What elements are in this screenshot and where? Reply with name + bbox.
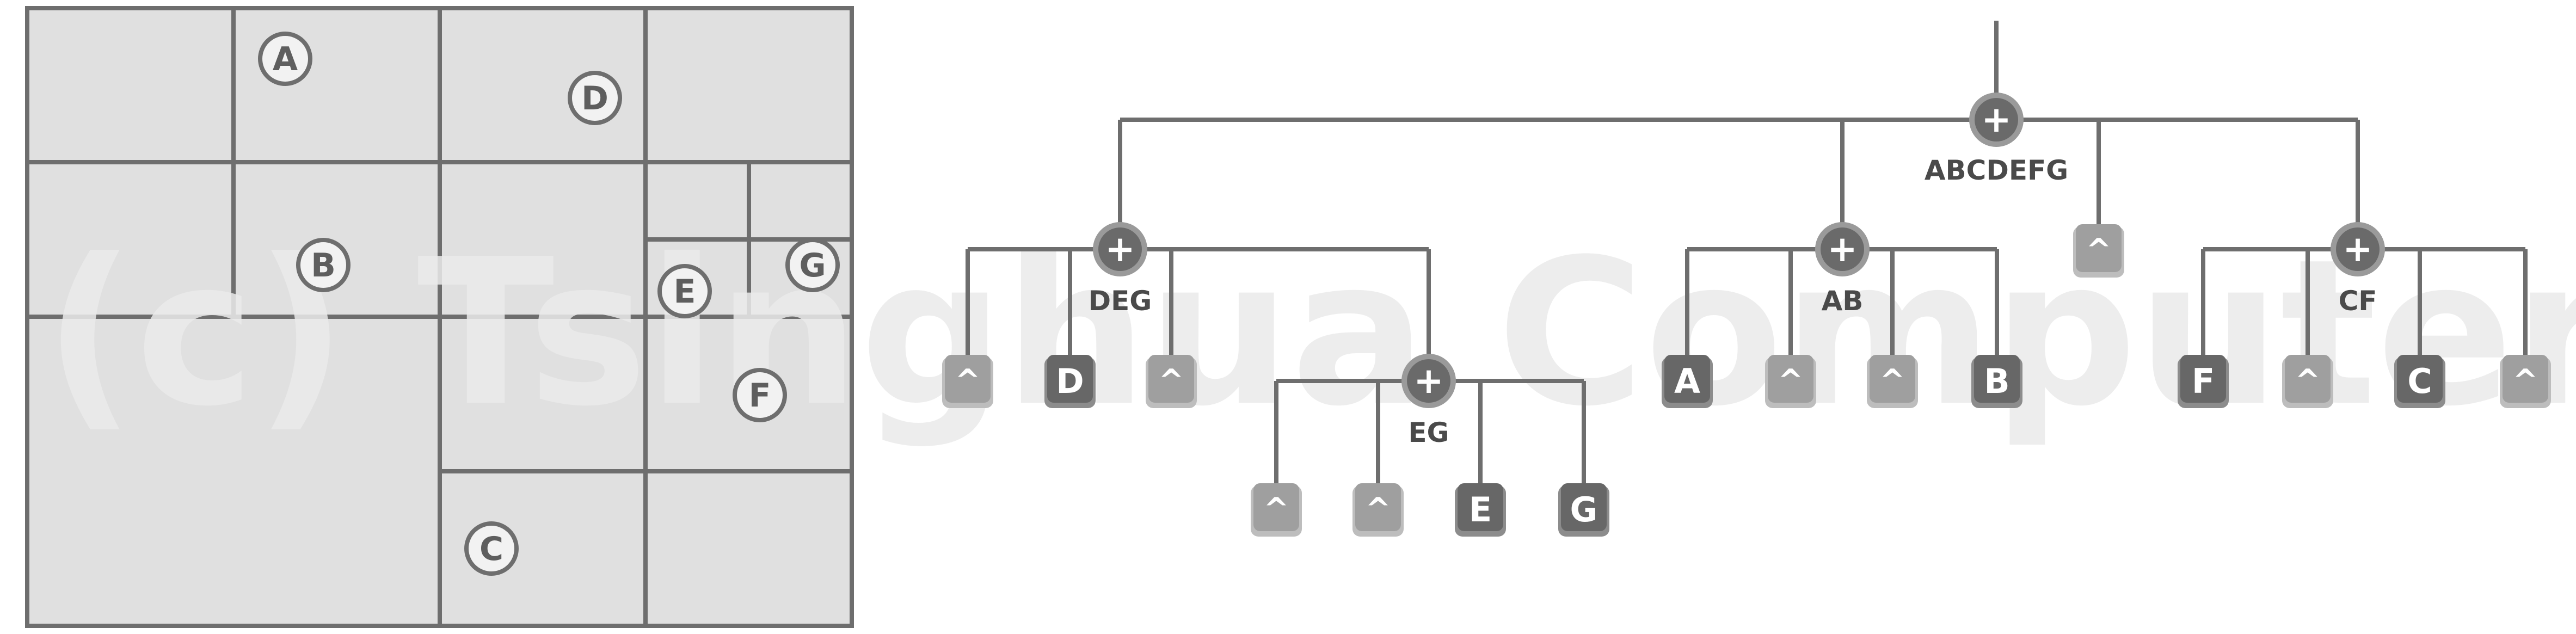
leaf-box — [1768, 355, 1813, 403]
tree-node-eg: + EG — [1401, 354, 1456, 448]
spatial-map — [25, 6, 854, 628]
tree-node-label: ABCDEFG — [1925, 155, 2068, 186]
leaf-label: B — [1984, 361, 2009, 401]
plus-icon: + — [1413, 360, 1443, 402]
tree-node-circle — [1407, 359, 1450, 403]
leaf-label: ^ — [1880, 363, 1905, 398]
map-region-labels: A B C D E F G — [258, 32, 840, 576]
tree-node-circle — [1098, 227, 1142, 271]
object-leaf-b: B — [1971, 355, 2022, 408]
region-label-circle — [464, 521, 519, 576]
tree-node-circle — [1821, 227, 1864, 271]
region-label-g: G — [785, 238, 840, 292]
tree-node-label: DEG — [1089, 285, 1152, 317]
tree-internal-nodes: +ABCDEFG+DEG+AB+CF+EG — [1089, 93, 2385, 448]
plus-icon: + — [2343, 228, 2372, 270]
leaf-box — [1458, 483, 1503, 531]
leaf-label: ^ — [1159, 363, 1184, 398]
object-leaf-c: C — [2394, 355, 2445, 408]
leaf-label: ^ — [2513, 363, 2538, 398]
leaf-label: ^ — [955, 363, 981, 398]
object-leaf-f: F — [2178, 355, 2229, 408]
region-label-circle — [258, 32, 312, 86]
leaf-box — [1561, 483, 1607, 531]
leaf-box — [1974, 355, 2020, 403]
tree-leaf-nodes: ^ D ^^ ^ E GA ^ ^ B^F ^ C ^ — [942, 224, 2551, 537]
tree-node-label: AB — [1822, 285, 1864, 317]
region-label-circle — [657, 264, 712, 318]
region-label-f: F — [733, 368, 787, 422]
region-label-circle — [733, 368, 787, 422]
empty-leaf: ^ — [2282, 355, 2333, 408]
tree-node-circle — [2336, 227, 2380, 271]
leaf-box — [2180, 355, 2226, 403]
region-label-circle — [568, 71, 622, 125]
empty-leaf: ^ — [1146, 355, 1197, 408]
empty-leaf: ^ — [2073, 224, 2124, 278]
plus-icon: + — [1827, 228, 1857, 270]
leaf-box — [1253, 483, 1299, 531]
leaf-box — [1870, 355, 1915, 403]
leaf-box — [1148, 355, 1194, 403]
object-leaf-g: G — [1558, 483, 1609, 537]
region-label-text: A — [273, 40, 298, 78]
plus-icon: + — [1981, 99, 2011, 140]
region-label-text: F — [749, 377, 771, 415]
region-label-text: G — [799, 247, 826, 285]
region-label-c: C — [464, 521, 519, 576]
leaf-box — [2503, 355, 2548, 403]
object-leaf-e: E — [1455, 483, 1506, 537]
region-label-e: E — [657, 264, 712, 318]
region-label-b: B — [296, 238, 351, 292]
plus-icon: + — [1105, 228, 1135, 270]
leaf-label: C — [2407, 361, 2432, 401]
watermark: (c) Tsinghua Computer — [44, 217, 2576, 451]
leaf-box — [1355, 483, 1401, 531]
empty-leaf: ^ — [1867, 355, 1918, 408]
leaf-box — [2397, 355, 2443, 403]
leaf-label: E — [1469, 490, 1492, 530]
leaf-box — [1047, 355, 1093, 403]
leaf-box — [1664, 355, 1710, 403]
empty-leaf: ^ — [1251, 483, 1302, 537]
tree-node-root: + ABCDEFG — [1925, 93, 2068, 186]
leaf-label: A — [1674, 361, 1700, 401]
object-leaf-a: A — [1662, 355, 1713, 408]
region-label-text: B — [311, 247, 336, 285]
region-label-a: A — [258, 32, 312, 86]
leaf-box — [945, 355, 991, 403]
map-border — [25, 6, 854, 628]
tree-node-label: EG — [1408, 417, 1449, 448]
tree-node-label: CF — [2339, 285, 2377, 317]
leaf-label: F — [2192, 361, 2215, 401]
region-label-circle — [785, 238, 840, 292]
leaf-label: ^ — [1778, 363, 1804, 398]
tree-node-cf: + CF — [2331, 222, 2385, 317]
leaf-box — [2285, 355, 2331, 403]
region-label-text: E — [674, 273, 696, 311]
region-label-text: D — [581, 79, 608, 118]
empty-leaf: ^ — [1352, 483, 1404, 537]
empty-leaf: ^ — [2500, 355, 2551, 408]
tree-node-ab: + AB — [1815, 222, 1870, 317]
region-label-circle — [296, 238, 351, 292]
empty-leaf: ^ — [942, 355, 993, 408]
leaf-box — [2076, 224, 2122, 272]
leaf-label: ^ — [1366, 491, 1391, 527]
region-label-d: D — [568, 71, 622, 125]
leaf-label: D — [1056, 361, 1084, 401]
leaf-label: ^ — [1264, 491, 1289, 527]
object-leaf-d: D — [1044, 355, 1096, 408]
region-label-text: C — [479, 530, 503, 568]
tree-node-circle — [1975, 98, 2018, 141]
empty-leaf: ^ — [1765, 355, 1816, 408]
leaf-label: ^ — [2295, 363, 2321, 398]
tree-node-deg: + DEG — [1089, 222, 1152, 317]
leaf-label: ^ — [2086, 232, 2112, 268]
leaf-label: G — [1570, 490, 1598, 530]
